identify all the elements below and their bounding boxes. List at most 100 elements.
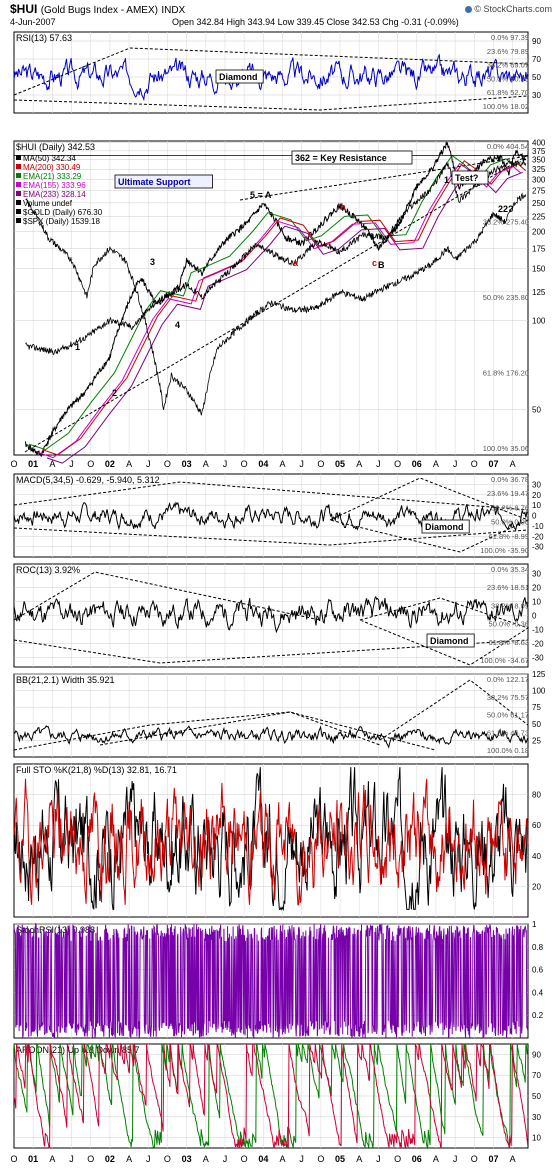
price-panel-frame (13, 140, 529, 456)
aroon-xtick-label: O (10, 1154, 17, 1164)
aroon-xtick-label: J (223, 1154, 228, 1164)
price-legend-swatch (16, 164, 21, 169)
price-xtick-label: 04 (258, 459, 268, 469)
rsi-ytick-label: 30 (532, 91, 541, 100)
macd-annotation: Diamond (425, 522, 464, 532)
roc-ytick-label: 20 (532, 584, 541, 593)
rsi-ytick-label: 90 (532, 37, 541, 46)
aroon-xtick-label: J (453, 1154, 458, 1164)
rsi-fib-label: 0.0% 97.39 (491, 33, 529, 42)
aroon-xtick-label: J (146, 1154, 151, 1164)
price-xtick-label: O (164, 459, 171, 469)
price-fib-label: 50.0% 235.80 (483, 293, 529, 302)
price-trendline (239, 155, 529, 201)
rsi-fib-label: 50.0% 60.33 (487, 74, 529, 83)
bbw-title: BB(21,2.1) Width 35.921 (16, 675, 115, 685)
symbol: $HUI (10, 2, 38, 16)
price-xtick-label: 02 (105, 459, 115, 469)
rsi-trendline (13, 95, 529, 111)
bbw-ytick-label: 75 (532, 703, 541, 712)
brand-text: © StockCharts.com (474, 4, 552, 14)
stochrsi-ytick-label: 0.2 (532, 1011, 544, 1020)
macd-ytick-label: 10 (532, 501, 541, 510)
bbw-trendline (379, 679, 529, 741)
rsi-title: RSI(13) 57.63 (16, 33, 72, 43)
price-annotation: b (340, 202, 346, 212)
stochrsi-series-line (13, 922, 529, 1039)
stochrsi-ytick-label: 0.8 (532, 943, 544, 952)
roc-trendline (359, 597, 530, 666)
stochrsi-ytick-label: 0.4 (532, 988, 544, 997)
price-annotation: a (293, 258, 299, 268)
symbol-title: $HUI (Gold Bugs Index - AMEX) INDX (10, 2, 185, 16)
price-fib-label: 100.0% 35.06 (483, 444, 529, 453)
price-annotation-box (451, 170, 489, 185)
price-xtick-label: J (376, 459, 381, 469)
price-legend-entry: $GOLD (Daily) 676.30 (23, 208, 103, 217)
price-annotation: Test? (455, 173, 478, 183)
price-xtick-label: O (87, 459, 94, 469)
exchange: INDX (161, 5, 186, 16)
stochrsi-title: StochRSI(13) 0.988 (16, 925, 95, 935)
bbw-series-line (13, 725, 529, 749)
sto-ytick-label: 20 (532, 882, 541, 891)
price-xtick-label: 03 (182, 459, 192, 469)
roc-fib-label: 0.0% 35.34 (491, 565, 529, 574)
aroon-xtick-label: O (394, 1154, 401, 1164)
aroon-xtick-label: A (203, 1154, 209, 1164)
roc-fib-label: 23.6% 18.51 (487, 583, 529, 592)
price-xtick-label: A (49, 459, 55, 469)
price-legend-entry: MA(50) 342.34 (23, 154, 76, 163)
price-legend-entry: EMA(21) 333.29 (23, 172, 82, 181)
price-ytick-label: 100 (532, 316, 546, 325)
macd-trendline (13, 481, 529, 511)
aroon-xtick-label: A (510, 1154, 516, 1164)
macd-fib-label: 61.8% -8.99 (489, 532, 529, 541)
bbw-panel-frame (13, 673, 529, 758)
price-legend-swatch (16, 182, 21, 187)
price-annotation: B (378, 260, 385, 270)
price-annotation: 3 (150, 257, 155, 267)
chart-header: $HUI (Gold Bugs Index - AMEX) INDX 4-Jun… (0, 0, 560, 30)
price-annotation: 2 (112, 388, 117, 398)
aroon-xtick-label: 07 (488, 1154, 498, 1164)
bbw-ytick-label: 125 (532, 670, 546, 679)
price-xtick-label: 05 (335, 459, 345, 469)
price-fib-label: 0.0% 404.54 (487, 142, 529, 151)
price-ytick-label: 250 (532, 199, 546, 208)
price-xtick-label: A (433, 459, 439, 469)
rsi-ytick-label: 70 (532, 55, 541, 64)
rsi-ytick-label: 50 (532, 73, 541, 82)
price-legend-swatch (16, 173, 21, 178)
rsi-series-line (13, 53, 529, 102)
roc-ytick-label: -30 (532, 653, 544, 662)
aroon-series-line (13, 1042, 529, 1149)
aroon-xtick-label: A (433, 1154, 439, 1164)
macd-title: MACD(5,34,5) -0.629, -5.940, 5.312 (16, 475, 160, 485)
roc-ytick-label: -10 (532, 625, 544, 634)
price-xtick-label: J (69, 459, 74, 469)
price-xtick-label: 01 (28, 459, 38, 469)
price-xtick-label: A (356, 459, 362, 469)
price-legend-entry: MA(200) 330.49 (23, 163, 81, 172)
aroon-ytick-label: 30 (532, 1113, 541, 1122)
price-series-line (25, 160, 527, 356)
roc-fib-label: 38.2% 8.09 (491, 601, 529, 610)
rsi-fib-label: 100.0% 18.02 (483, 102, 529, 111)
stochrsi-ytick-label: 1 (532, 920, 537, 929)
price-legend-swatch (16, 200, 21, 205)
aroon-xtick-label: A (49, 1154, 55, 1164)
price-xtick-label: A (279, 459, 285, 469)
price-ytick-label: 50 (532, 405, 541, 414)
aroon-xtick-label: J (376, 1154, 381, 1164)
macd-trendline (329, 477, 530, 553)
aroon-xtick-label: 02 (105, 1154, 115, 1164)
price-legend-entry: Volume undef (23, 199, 73, 208)
price-title: $HUI (Daily) 342.53 (16, 142, 95, 152)
price-xtick-label: O (317, 459, 324, 469)
macd-annotation-box (421, 519, 470, 534)
price-series-line (25, 192, 527, 416)
price-ytick-label: 175 (532, 245, 546, 254)
bbw-fib-label: 0.0% 122.17 (487, 675, 529, 684)
macd-fib-label: 50.0% 0.06 (491, 518, 529, 527)
